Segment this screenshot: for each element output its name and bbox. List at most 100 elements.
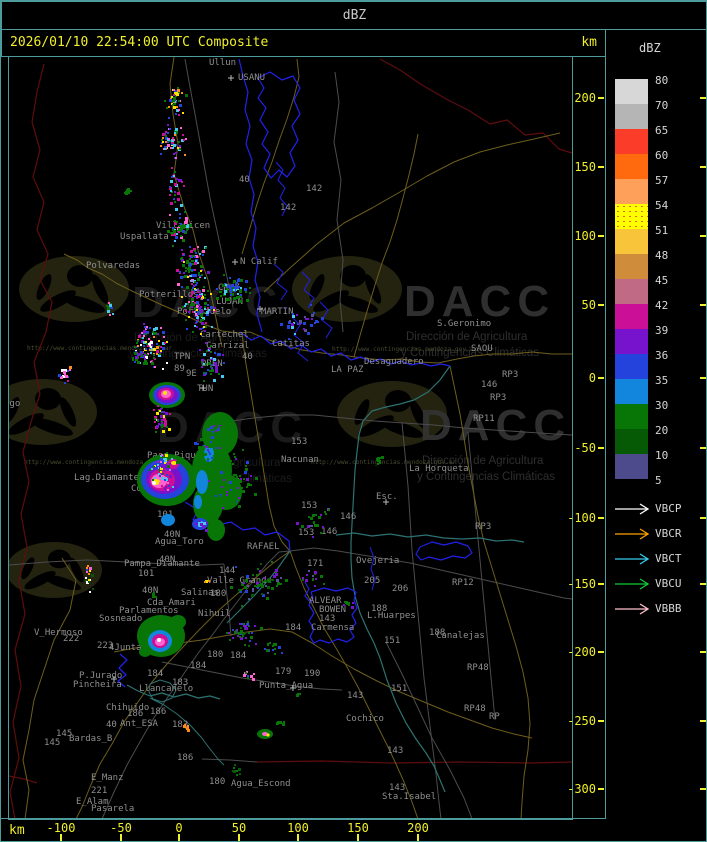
x-axis-tick (120, 834, 122, 841)
map-place-label: 184 (285, 623, 301, 633)
colorbar-label: 70 (655, 99, 669, 112)
map-place-label: Pasarela (91, 804, 134, 814)
y-axis-label: -100 (567, 511, 596, 525)
map-line-minor_line (467, 431, 496, 721)
map-place-label: RAFAEL (247, 542, 280, 552)
map-place-label: 145 (44, 738, 60, 748)
colorbar-label: 35 (655, 374, 669, 387)
colorbar-swatch-36 (615, 354, 648, 379)
map-place-label: LUJAN (216, 297, 243, 307)
map-place-label: BOWEN (319, 605, 346, 615)
y-axis-tick (598, 517, 604, 519)
sidebar-km-tick (700, 583, 706, 585)
map-line-minor_line (201, 758, 258, 763)
map-place-label: 188 (371, 604, 387, 614)
echo-speckle-cluster (264, 642, 283, 655)
svg-text:DACC: DACC (404, 277, 555, 326)
map-place-label: Nihuil (198, 609, 231, 619)
map-place-label: Cartechel (200, 330, 249, 340)
colorbar-swatch-57 (615, 179, 648, 204)
dacc-eye-watermark (9, 379, 97, 445)
echo-speckle-cluster (124, 188, 132, 195)
map-place-label: Nacunan (281, 455, 319, 465)
y-axis-label: 0 (588, 371, 596, 385)
map-place-label: 101 (138, 569, 154, 579)
map-line-river_teal (350, 365, 451, 793)
map-line-river_line (415, 541, 473, 561)
map-line-border_line (9, 775, 38, 784)
colorbar-label: 39 (655, 324, 669, 337)
map-place-label: Salinas (181, 588, 219, 598)
map-place-label: 9E (186, 369, 197, 379)
colorbar-swatch-48 (615, 254, 648, 279)
map-place-label: 143 (319, 614, 335, 624)
map-line-minor_line (184, 58, 234, 308)
station-legend-row: VBBB (606, 597, 706, 622)
echo-speckle-cluster (207, 449, 258, 520)
map-place-label: 186 (127, 709, 143, 719)
sidebar-km-tick (700, 720, 706, 722)
map-place-label: MARTIN (261, 307, 294, 317)
legend-sidebar: dBZ 80 70 65 60 57 54 51 48 45 42 39 36 35 30 20 10 5 VBC… (606, 29, 706, 841)
map-place-label: Uspallata (120, 232, 169, 242)
echo-cell-sosneado-cell (137, 615, 186, 657)
colorbar-swatch-80 (615, 79, 648, 104)
map-line-minor_line (289, 547, 572, 600)
colorbar-label: 36 (655, 349, 669, 362)
map-place-label: 171 (307, 559, 323, 569)
echo-speckle-cluster (106, 302, 114, 316)
echo-speckle-cluster (194, 425, 222, 462)
y-axis-label: 50 (581, 298, 596, 312)
map-place-label: RP3 (475, 522, 491, 532)
timestamp-label: 2026/01/10 22:54:00 UTC Composite (10, 35, 269, 50)
map-place-label: L.Huarpes (367, 611, 416, 621)
map-place-label: Cda_Amari (147, 598, 196, 608)
map-place-label: 142 (306, 184, 322, 194)
map-place-label: RP3 (490, 393, 506, 403)
station-label: VBCT (655, 552, 682, 565)
dacc-eye-watermark (337, 381, 447, 447)
colorbar-swatch-42 (615, 304, 648, 329)
svg-text:y Contingencias Climáticas: y Contingencias Climáticas (417, 471, 555, 483)
echo-speckle-cluster (85, 565, 94, 593)
map-place-label: E_Alam (76, 797, 109, 807)
cross-marker (228, 75, 234, 81)
map-place-label: Canalejas (436, 631, 485, 641)
echo-speckle-cluster (226, 621, 263, 647)
map-place-label: 153 (298, 528, 314, 538)
url-watermark: http://www.contingencias.mendoza.gov.ar (311, 459, 457, 466)
map-place-label: Bardas_B (69, 734, 112, 744)
echo-speckle-cluster (296, 508, 330, 538)
map-line-road_line (353, 133, 419, 358)
map-place-label: Llancanelo (139, 684, 193, 694)
y-axis-tick (598, 720, 604, 722)
map-place-label: 146 (481, 380, 497, 390)
map-place-label: LA PAZ (331, 365, 364, 375)
x-axis-label: -100 (46, 821, 76, 835)
x-axis: km -100 -50 0 50 100 150 200 (1, 818, 606, 841)
map-place-label: 180 (209, 777, 225, 787)
echo-speckle-cluster (204, 580, 210, 583)
map-place-label: Carrizal (206, 341, 249, 351)
map-place-label: 153 (301, 501, 317, 511)
map-line-river_teal (335, 532, 525, 543)
svg-text:y Contingencias Climáticas: y Contingencias Climáticas (401, 347, 539, 359)
map-place-label: N Calif (240, 257, 278, 267)
echo-speckle-cluster (296, 693, 301, 697)
station-arrow-icon (615, 578, 650, 590)
station-arrow-icon (615, 503, 650, 515)
y-axis-tick (598, 788, 604, 790)
map-place-label: Carmensa (311, 623, 354, 633)
title-bar: dBZ (1, 1, 706, 30)
echo-speckle-cluster (169, 167, 185, 211)
map-line-river_line (239, 331, 451, 367)
x-axis-label: 50 (231, 821, 247, 835)
echo-speckle-cluster (230, 561, 288, 607)
map-place-label: 143 (387, 746, 403, 756)
map-line-river_line (273, 263, 288, 301)
colorbar-swatch-70 (615, 104, 648, 129)
y-axis-label: -200 (567, 645, 596, 659)
station-label: VBCP (655, 502, 682, 515)
colorbar-swatch-65 (615, 129, 648, 154)
map-place-label: 223 (97, 641, 113, 651)
